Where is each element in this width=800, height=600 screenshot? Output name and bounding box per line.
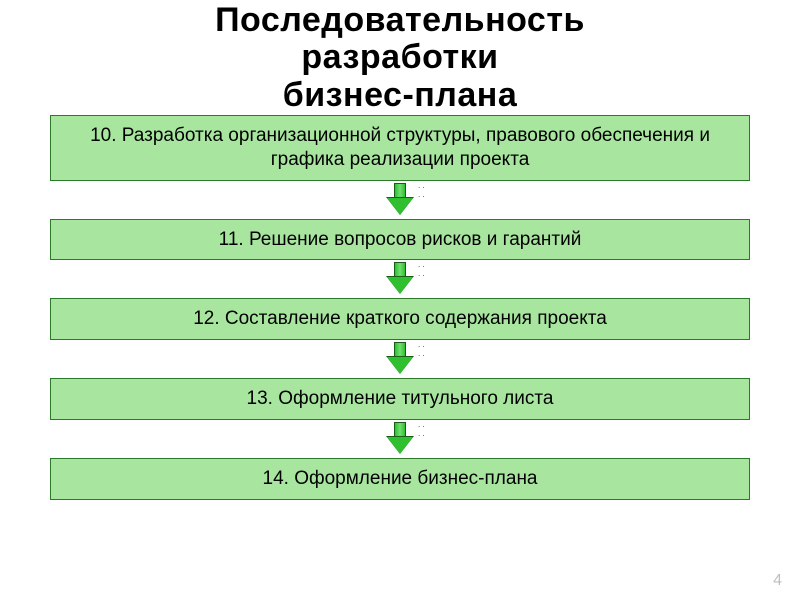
title-line3: бизнес-плана xyxy=(0,77,800,114)
slide-title: Последовательность разработки бизнес-пла… xyxy=(0,0,800,114)
decorative-dots: . .. . xyxy=(418,420,425,438)
step-text: 14. Оформление бизнес-плана xyxy=(263,467,538,491)
step-text: 11. Решение вопросов рисков и гарантий xyxy=(219,228,582,252)
title-line2: разработки xyxy=(0,39,800,76)
step-text: 10. Разработка организационной структуры… xyxy=(63,124,737,172)
step-box-11: 11. Решение вопросов рисков и гарантий xyxy=(50,219,750,261)
arrow-connector: . .. . xyxy=(50,340,750,378)
flowchart: 10. Разработка организационной структуры… xyxy=(50,115,750,500)
step-box-10: 10. Разработка организационной структуры… xyxy=(50,115,750,181)
page-number: 4 xyxy=(773,572,782,590)
step-text: 12. Составление краткого содержания прое… xyxy=(193,307,607,331)
arrow-down-icon xyxy=(390,262,410,294)
arrow-connector: . .. . xyxy=(50,260,750,298)
arrow-down-icon xyxy=(390,422,410,454)
step-box-13: 13. Оформление титульного листа xyxy=(50,378,750,420)
arrow-connector: . .. . xyxy=(50,420,750,458)
arrow-connector: . .. . xyxy=(50,181,750,219)
arrow-down-icon xyxy=(390,342,410,374)
decorative-dots: . .. . xyxy=(418,260,425,278)
title-line1: Последовательность xyxy=(0,2,800,39)
decorative-dots: . .. . xyxy=(418,340,425,358)
arrow-down-icon xyxy=(390,183,410,215)
decorative-dots: . .. . xyxy=(418,181,425,199)
step-box-14: 14. Оформление бизнес-плана xyxy=(50,458,750,500)
step-box-12: 12. Составление краткого содержания прое… xyxy=(50,298,750,340)
step-text: 13. Оформление титульного листа xyxy=(247,387,554,411)
